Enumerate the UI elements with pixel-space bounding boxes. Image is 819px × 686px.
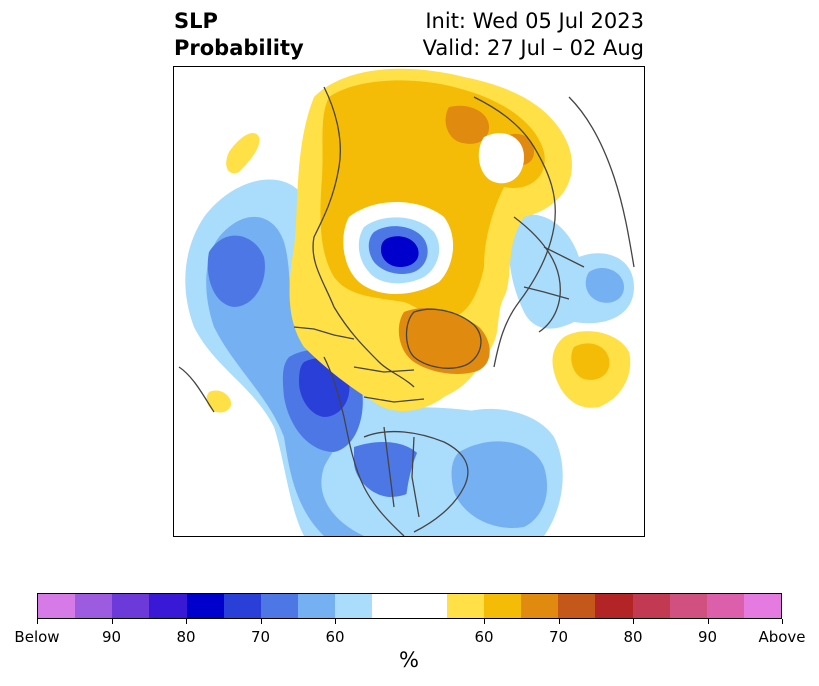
region-europe-blue xyxy=(585,267,624,303)
colorbar-swatch-12 xyxy=(483,594,522,618)
colorbar-swatch-7 xyxy=(298,594,336,618)
colorbar-tick-label: 70 xyxy=(250,628,271,646)
colorbar-tickmark xyxy=(260,619,262,624)
colorbar-tick-label: 60 xyxy=(325,628,345,646)
region-mediterranean-gold xyxy=(571,343,610,380)
colorbar-tick-label: 70 xyxy=(548,628,569,646)
colorbar xyxy=(37,593,782,619)
region-scandinavia-white xyxy=(478,133,524,184)
valid-period: Valid: 27 Jul – 02 Aug xyxy=(422,36,644,60)
colorbar-tickmark xyxy=(111,619,113,624)
region-siberia-orange xyxy=(445,105,489,144)
title-type: Probability xyxy=(174,36,304,60)
colorbar-tickmark xyxy=(186,619,187,624)
colorbar-swatch-6 xyxy=(260,594,299,618)
colorbar-swatch-11 xyxy=(446,594,484,618)
colorbar-tick-label: 80 xyxy=(623,628,643,646)
colorbar-swatch-19 xyxy=(743,594,782,618)
colorbar-swatch-1 xyxy=(75,594,113,618)
colorbar-swatch-3 xyxy=(149,594,187,618)
region-polar-deep-blue xyxy=(381,236,419,267)
region-pacific-yellow xyxy=(206,390,232,413)
colorbar-tickmark xyxy=(335,619,336,624)
colorbar-swatch-10 xyxy=(409,594,447,618)
region-atlantic-blue xyxy=(451,441,548,528)
region-gulf-alaska-blue xyxy=(207,235,265,307)
coastlines xyxy=(178,86,635,536)
colorbar-tickmark xyxy=(558,619,560,624)
colorbar-swatch-13 xyxy=(521,594,559,618)
colorbar-tick-label: 80 xyxy=(176,628,196,646)
colorbar-swatch-0 xyxy=(38,594,76,618)
colorbar-tickmark xyxy=(707,619,709,624)
colorbar-swatch-15 xyxy=(595,594,633,618)
colorbar-tick-label: 60 xyxy=(474,628,494,646)
colorbar-swatch-14 xyxy=(558,594,596,618)
title-right: Init: Wed 05 Jul 2023 Valid: 27 Jul – 02… xyxy=(423,8,644,62)
colorbar-tickmark xyxy=(484,619,485,624)
region-europe-light-blue xyxy=(508,214,634,329)
colorbar-tick-label: Below xyxy=(14,628,60,646)
colorbar-swatch-18 xyxy=(706,594,744,618)
colorbar-tickmark xyxy=(782,619,783,624)
title-variable: SLP xyxy=(174,9,218,33)
region-greenland-orange xyxy=(398,307,490,374)
colorbar-tick-label: Above xyxy=(758,628,806,646)
region-bering-yellow xyxy=(226,132,260,174)
title-left: SLP Probability xyxy=(174,8,304,62)
colorbar-tickmark xyxy=(37,619,38,624)
colorbar-swatch-16 xyxy=(632,594,670,618)
colorbar-tick-label: 90 xyxy=(101,628,122,646)
map-panel xyxy=(173,66,645,537)
probability-map xyxy=(178,68,635,536)
colorbar-unit: % xyxy=(399,648,419,672)
colorbar-swatch-9 xyxy=(372,594,410,618)
init-date: Init: Wed 05 Jul 2023 xyxy=(425,9,644,33)
colorbar-swatch-4 xyxy=(186,594,224,618)
colorbar-swatch-2 xyxy=(112,594,150,618)
colorbar-tickmark xyxy=(633,619,634,624)
colorbar-swatch-5 xyxy=(223,594,261,618)
colorbar-swatch-8 xyxy=(335,594,373,618)
colorbar-tick-label: 90 xyxy=(697,628,718,646)
colorbar-swatch-17 xyxy=(669,594,707,618)
